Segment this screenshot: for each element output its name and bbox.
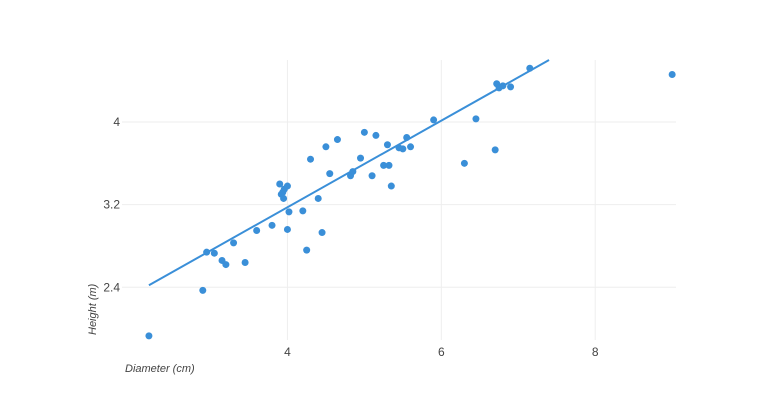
data-point	[407, 143, 415, 151]
x-axis-title: Diameter (cm)	[125, 363, 195, 375]
data-point	[314, 194, 322, 202]
data-point	[472, 115, 480, 123]
data-point	[526, 64, 534, 72]
y-tick-label: 3.2	[103, 198, 120, 212]
data-point	[372, 131, 380, 139]
data-point	[303, 246, 311, 254]
data-point	[380, 161, 388, 169]
data-point	[507, 83, 515, 91]
data-point	[333, 136, 341, 144]
x-tick-label: 6	[438, 345, 445, 359]
data-point	[307, 155, 315, 163]
data-point	[241, 259, 249, 267]
data-point	[203, 248, 211, 256]
data-point	[280, 194, 288, 202]
data-point	[357, 154, 365, 162]
grid-lines	[122, 60, 676, 340]
data-point	[283, 225, 291, 233]
data-point	[349, 168, 357, 176]
x-tick-label: 4	[284, 345, 291, 359]
tick-labels: 4 6 8 2.4 3.2 4	[103, 115, 599, 359]
y-axis-title: Height (m)	[87, 283, 99, 335]
data-point	[210, 249, 218, 257]
data-point	[399, 145, 407, 153]
data-point	[383, 141, 391, 149]
data-points	[145, 64, 676, 340]
y-tick-label: 2.4	[103, 280, 120, 294]
data-point	[385, 161, 393, 169]
data-point	[360, 128, 368, 136]
data-point	[222, 261, 230, 269]
data-point	[285, 208, 293, 216]
data-point	[430, 116, 438, 124]
x-tick-label: 8	[592, 345, 599, 359]
data-point	[283, 182, 291, 190]
data-point	[322, 143, 330, 151]
data-point	[387, 182, 395, 190]
data-point	[403, 133, 411, 141]
data-point	[230, 239, 238, 247]
data-point	[668, 70, 676, 78]
data-point	[145, 332, 153, 340]
data-point	[299, 207, 307, 215]
data-point	[276, 180, 284, 188]
data-point	[253, 226, 261, 234]
data-point	[368, 172, 376, 180]
data-point	[318, 229, 326, 237]
data-point	[460, 159, 468, 167]
data-point	[199, 286, 207, 294]
data-point	[499, 82, 507, 90]
data-point	[491, 146, 499, 154]
data-point	[326, 170, 334, 178]
data-point	[268, 221, 276, 229]
y-tick-label: 4	[113, 115, 120, 129]
